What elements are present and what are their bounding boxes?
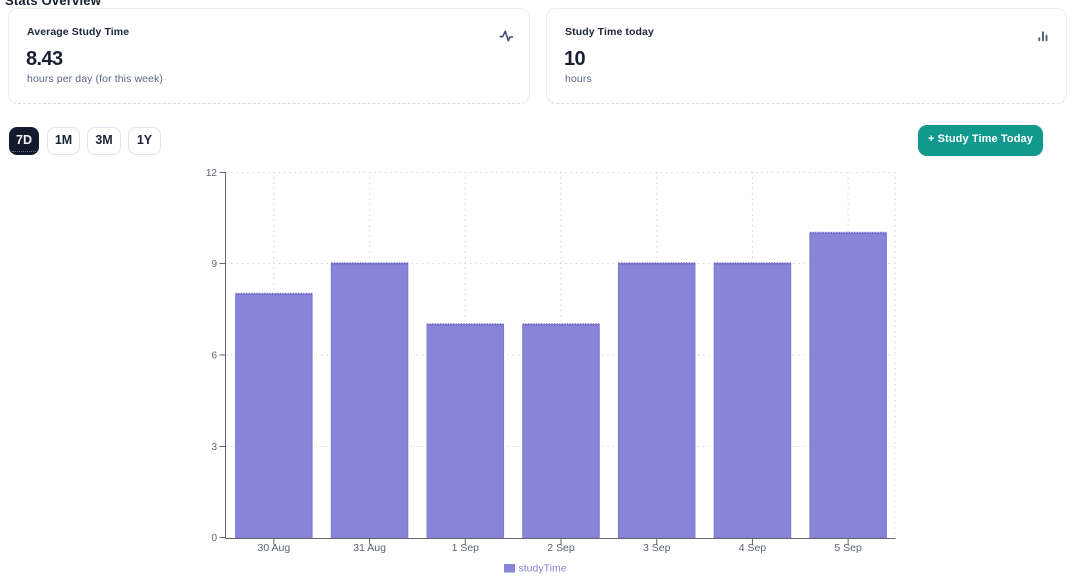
- svg-text:studyTime: studyTime: [519, 563, 567, 575]
- svg-text:3: 3: [211, 442, 217, 453]
- svg-text:2 Sep: 2 Sep: [547, 542, 575, 554]
- svg-text:3 Sep: 3 Sep: [643, 542, 671, 554]
- svg-text:5 Sep: 5 Sep: [834, 542, 862, 554]
- svg-text:1 Sep: 1 Sep: [452, 542, 480, 554]
- svg-text:4 Sep: 4 Sep: [739, 542, 767, 554]
- svg-text:0: 0: [211, 533, 217, 544]
- svg-text:9: 9: [211, 259, 217, 270]
- svg-text:6: 6: [211, 351, 217, 362]
- svg-text:30 Aug: 30 Aug: [258, 542, 291, 554]
- svg-text:12: 12: [206, 168, 218, 179]
- svg-text:31 Aug: 31 Aug: [353, 542, 386, 554]
